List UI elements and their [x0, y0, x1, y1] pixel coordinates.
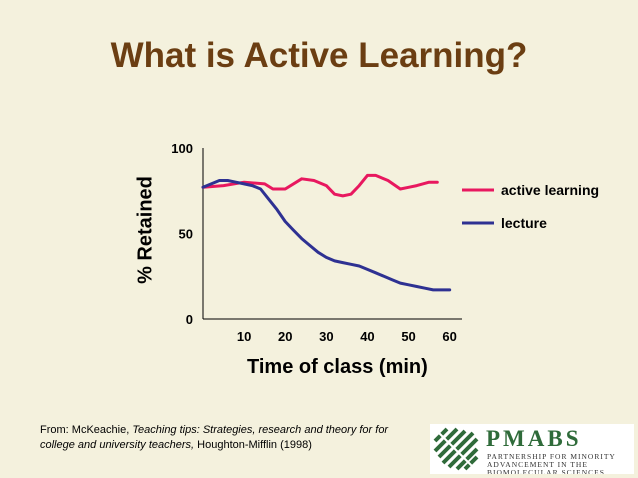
series-line-active-learning — [201, 173, 439, 198]
logo-name: PMABS — [486, 426, 582, 451]
y-tick-label: 50 — [179, 227, 193, 242]
x-tick-label: 50 — [401, 329, 415, 344]
citation-prefix: From: McKeachie, — [40, 424, 133, 436]
citation: From: McKeachie, Teaching tips: Strategi… — [40, 423, 400, 453]
y-tick-label: 0 — [186, 312, 193, 327]
x-tick-label: 40 — [360, 329, 374, 344]
citation-work-title: Teaching tips: Strategies, research and … — [40, 424, 389, 451]
logo-subtitle: Partnership for Minority Advancement in … — [487, 452, 616, 475]
pmabs-helix-icon — [433, 427, 479, 471]
y-tick-label: 100 — [171, 141, 193, 156]
y-axis-label: % Retained — [134, 176, 157, 284]
legend-label: lecture — [501, 215, 547, 231]
x-tick-label: 30 — [319, 329, 333, 344]
x-tick-label: 60 — [442, 329, 456, 344]
citation-suffix: Houghton-Mifflin (1998) — [194, 439, 312, 451]
legend-label: active learning — [501, 182, 599, 198]
x-axis-label: Time of class (min) — [247, 356, 428, 378]
series-line-lecture — [201, 179, 452, 292]
x-tick-label: 10 — [237, 329, 251, 344]
slide-title: What is Active Learning? — [110, 36, 528, 75]
pmabs-logo: PMABS Partnership for Minority Advanceme… — [430, 424, 634, 474]
x-tick-label: 20 — [278, 329, 292, 344]
